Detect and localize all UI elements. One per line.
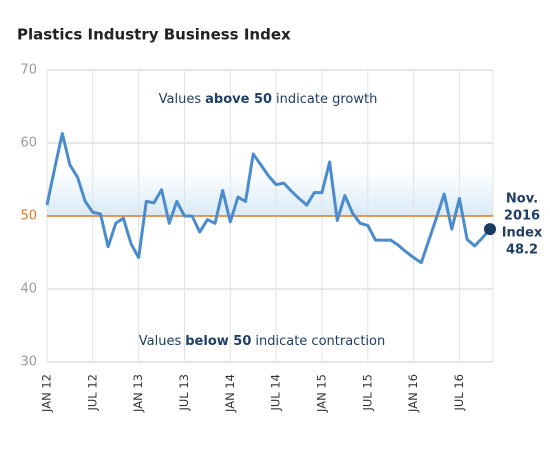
y-tick-label: 30 (20, 355, 37, 370)
series-line (45, 132, 492, 265)
y-tick-label: 70 (20, 63, 37, 78)
annotation-part: Values (159, 92, 202, 107)
callout-value: 48.2 (506, 243, 538, 258)
x-tick-label: JUL 12 (85, 374, 99, 412)
y-tick-label: 40 (20, 282, 37, 297)
annotation: Values above 50 indicate growth (159, 92, 378, 107)
x-tick-label: JUL 15 (360, 374, 374, 412)
annotation-part: Values (139, 334, 182, 349)
x-tick-label: JUL 14 (269, 374, 283, 412)
annotation-part: above 50 (205, 92, 272, 107)
x-tick-label: JAN 15 (314, 374, 328, 413)
annotation-part: below 50 (185, 334, 251, 349)
callout-label: 2016 (504, 209, 540, 224)
x-tick-label: JAN 16 (406, 374, 420, 413)
x-tick-label: JAN 14 (223, 374, 237, 413)
y-tick-label: 60 (20, 136, 37, 151)
chart-title: Plastics Industry Business Index (17, 26, 291, 44)
annotation-part: indicate contraction (255, 334, 385, 349)
annotation-part: indicate growth (276, 92, 377, 107)
callout-label: Nov. (506, 192, 538, 207)
x-tick-label: JUL 16 (452, 374, 466, 412)
x-tick-label: JAN 12 (40, 374, 54, 413)
y-tick-label: 50 (20, 209, 37, 224)
last-point (484, 223, 496, 236)
callout-label: Index (502, 226, 543, 241)
x-tick-label: JUL 13 (177, 374, 191, 412)
annotation: Values below 50 indicate contraction (139, 334, 385, 349)
x-tick-label: JAN 13 (131, 374, 145, 413)
